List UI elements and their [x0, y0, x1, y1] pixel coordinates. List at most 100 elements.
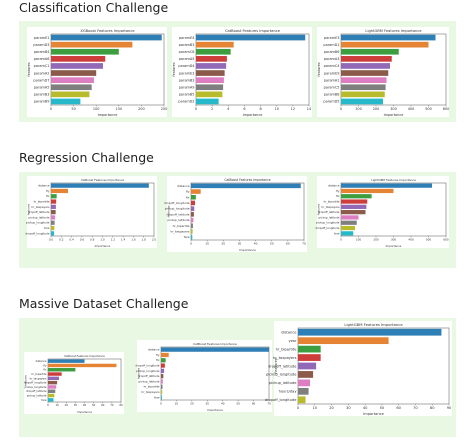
x-tick-label: 8 — [259, 107, 261, 111]
category-label: fly — [336, 189, 340, 193]
bar-5 — [298, 362, 317, 370]
bar-6 — [51, 210, 56, 215]
bar-6 — [341, 70, 389, 76]
x-tick-label: 50 — [236, 401, 240, 405]
x-tick-label: 0 — [340, 237, 342, 241]
category-label: pickup_longitude — [24, 385, 46, 389]
category-label: paramD5 — [323, 100, 339, 104]
x-tick-label: 70 — [413, 406, 418, 410]
category-label: year — [288, 339, 297, 343]
x-tick-label: 60 — [252, 401, 256, 405]
x-tick-label: 600 — [443, 237, 448, 241]
x-axis-label: Importance — [363, 412, 384, 416]
bar-4 — [48, 372, 62, 376]
bar-5 — [341, 63, 390, 69]
category-label: distance — [281, 330, 297, 334]
x-tick-label: 1.2 — [111, 237, 116, 241]
plot-frame — [195, 33, 310, 106]
bar-8 — [161, 384, 163, 389]
category-label: pickup_latitude — [167, 218, 189, 222]
x-tick-label: 0.2 — [59, 237, 64, 241]
category-label: paramD1 — [323, 43, 339, 47]
x-tick-label: 0 — [195, 107, 197, 111]
bar-2 — [191, 189, 201, 194]
x-tick-label: 50 — [270, 242, 274, 246]
category-label: hr_bipartite — [173, 224, 190, 228]
bar-10 — [341, 231, 354, 236]
bar-5 — [191, 206, 195, 211]
category-label: paramA3 — [324, 57, 340, 61]
x-tick-label: 70 — [267, 401, 271, 405]
regression-xgboost-chart: XGBoost Features Importance distanceflyfl… — [25, 176, 157, 248]
bar-9 — [51, 91, 90, 98]
category-label: hr_bipartite — [144, 385, 160, 389]
massive-xgboost-chart: XGBoost Features Importance distanceflyfl… — [23, 352, 124, 414]
bar-4 — [161, 363, 165, 368]
x-tick-label: 1.0 — [100, 237, 105, 241]
category-label: fly — [46, 189, 50, 193]
category-label: paramA6 — [34, 57, 50, 61]
bar-6 — [161, 374, 164, 379]
x-tick-label: 50 — [92, 403, 96, 407]
category-label: paramB4 — [34, 50, 50, 54]
x-tick-label: 20 — [329, 406, 334, 410]
x-tick-label: 300 — [391, 237, 396, 241]
x-tick-label: 100 — [355, 107, 362, 111]
x-tick-label: 20 — [221, 242, 225, 246]
x-tick-label: 20 — [190, 401, 194, 405]
y-axis-label: features — [26, 203, 30, 215]
x-tick-label: 1.8 — [142, 237, 147, 241]
x-tick-label: 30 — [206, 401, 210, 405]
x-tick-label: 90 — [447, 406, 452, 410]
bar-2 — [51, 41, 133, 48]
category-label: paramB3 — [179, 43, 195, 47]
bar-3 — [51, 48, 119, 55]
bar-1 — [196, 34, 306, 41]
category-label: hr_taxpayers — [322, 205, 341, 209]
category-label: paramC5 — [324, 85, 340, 89]
x-axis-label: Importance — [95, 244, 111, 248]
category-label: paramD4 — [178, 64, 194, 68]
category-label: dropoff_latitude — [167, 212, 190, 216]
category-label: paramD7 — [33, 78, 49, 82]
category-label: hr_taxpayers — [142, 390, 161, 394]
chart-background — [172, 27, 312, 117]
bar-3 — [341, 48, 399, 55]
bar-10 — [51, 98, 81, 105]
bar-9 — [341, 225, 355, 231]
category-label: paramB8 — [324, 93, 340, 97]
x-tick-label: 400 — [408, 107, 415, 111]
x-tick-label: 200 — [138, 107, 145, 111]
x-tick-label: 200 — [373, 107, 380, 111]
bar-1 — [161, 347, 269, 352]
bar-8 — [341, 220, 357, 225]
category-label: dropoff_longitude — [25, 231, 49, 235]
regression-catboost-chart: CatBoost Features Importancedistanceflyf… — [164, 176, 307, 252]
chart-title: XGBoost Features Importance — [80, 29, 135, 33]
x-tick-label: 30 — [74, 403, 78, 407]
x-axis-label: Importance — [239, 248, 256, 252]
category-label: dropoff_latitude — [138, 374, 160, 378]
category-label: flx — [46, 194, 50, 198]
category-label: distance — [38, 184, 50, 188]
chart-background — [167, 176, 307, 252]
bar-1 — [48, 359, 85, 363]
y-axis-label: features — [23, 374, 27, 385]
bar-7 — [298, 379, 311, 387]
category-label: fare — [44, 226, 50, 230]
category-label: pickup_latitude — [139, 379, 160, 383]
bar-10 — [51, 231, 55, 236]
bar-5 — [161, 368, 165, 373]
bar-8 — [48, 389, 56, 393]
bar-10 — [161, 395, 162, 400]
category-label: distance — [328, 184, 340, 188]
bar-8 — [51, 84, 92, 91]
x-tick-label: 0 — [50, 107, 52, 111]
x-tick-label: 2.0 — [152, 237, 157, 241]
category-label: paramE3 — [179, 71, 195, 75]
category-label: fly — [186, 190, 190, 194]
bar-3 — [48, 368, 76, 372]
x-axis-label: Importance — [207, 408, 223, 412]
category-label: fare — [41, 398, 47, 402]
bar-4 — [196, 56, 227, 62]
